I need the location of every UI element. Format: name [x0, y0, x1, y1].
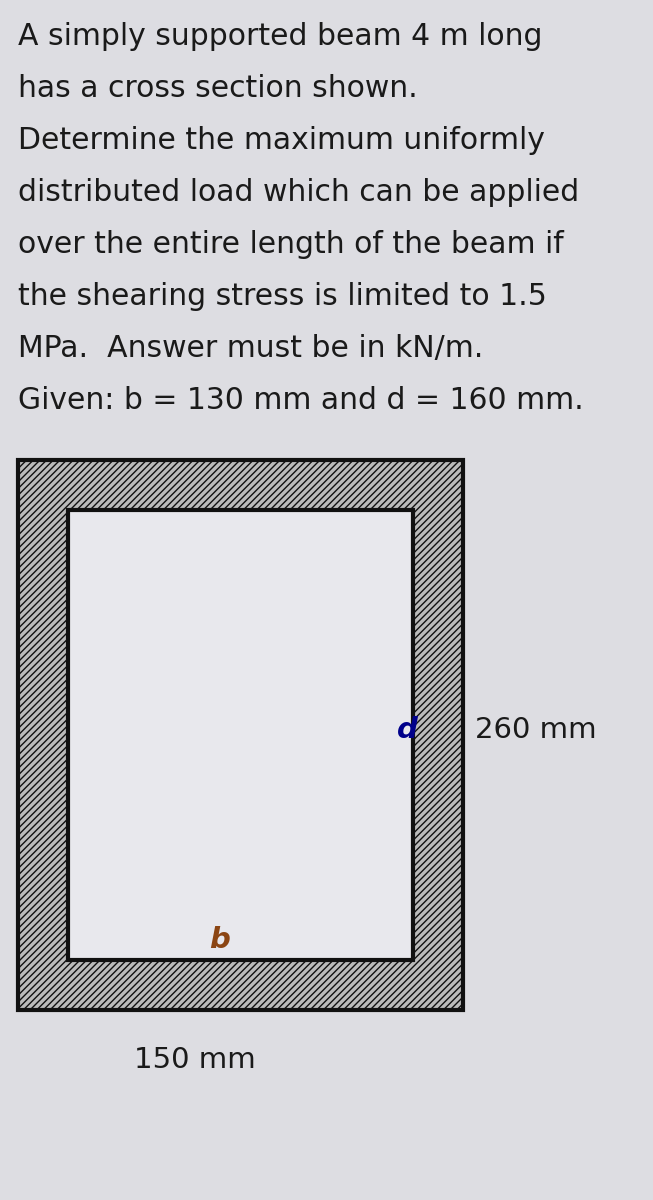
Text: the shearing stress is limited to 1.5: the shearing stress is limited to 1.5: [18, 282, 547, 311]
Text: A simply supported beam 4 m long: A simply supported beam 4 m long: [18, 22, 543, 50]
Text: 150 mm: 150 mm: [134, 1046, 256, 1074]
Text: over the entire length of the beam if: over the entire length of the beam if: [18, 230, 564, 259]
Bar: [68, 510, 413, 960]
Text: has a cross section shown.: has a cross section shown.: [18, 74, 418, 103]
Text: Determine the maximum uniformly: Determine the maximum uniformly: [18, 126, 545, 155]
Text: 260 mm: 260 mm: [475, 716, 597, 744]
Bar: [18, 460, 463, 1010]
Text: distributed load which can be applied: distributed load which can be applied: [18, 178, 579, 206]
Text: Given: b = 130 mm and d = 160 mm.: Given: b = 130 mm and d = 160 mm.: [18, 386, 584, 415]
Text: d: d: [397, 716, 418, 744]
Text: b: b: [210, 926, 231, 954]
Text: MPa.  Answer must be in kN/m.: MPa. Answer must be in kN/m.: [18, 334, 483, 362]
